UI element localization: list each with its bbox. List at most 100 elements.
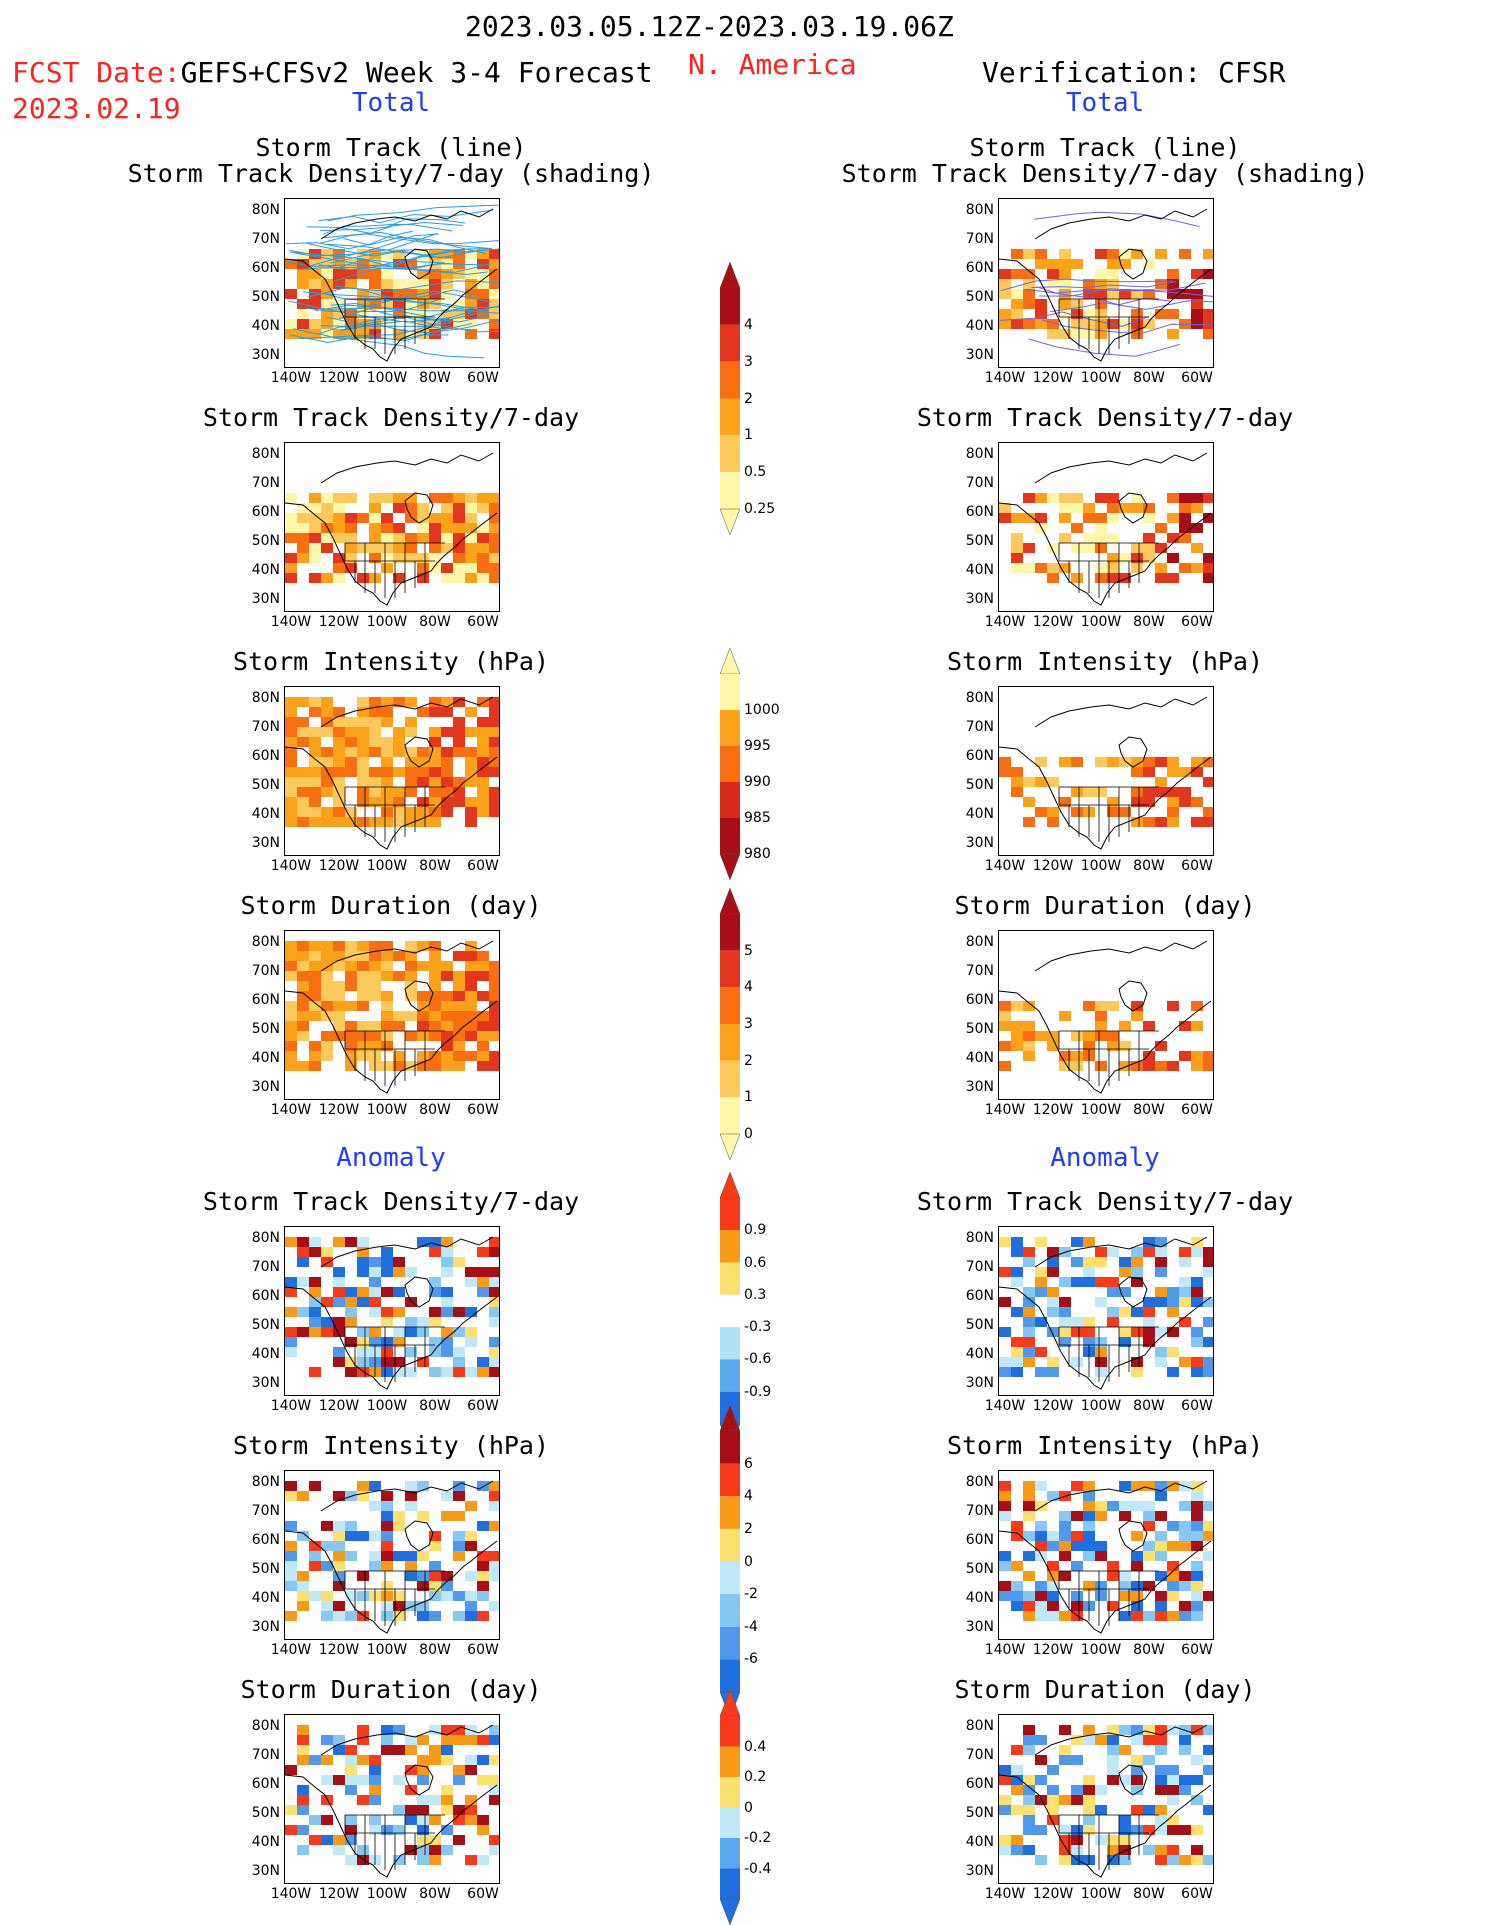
field-cell xyxy=(285,697,297,707)
field-cell xyxy=(1011,1277,1023,1287)
field-cell xyxy=(1191,757,1203,767)
field-cell xyxy=(1167,1611,1179,1621)
lat-label: 80N xyxy=(965,1230,994,1246)
field-cell xyxy=(309,737,321,747)
field-cell xyxy=(1047,543,1059,553)
field-cell xyxy=(381,1367,393,1377)
lon-label: 120W xyxy=(1032,1886,1074,1902)
field-cell xyxy=(333,279,345,289)
lon-label: 140W xyxy=(270,1886,312,1902)
field-cell xyxy=(333,329,345,339)
field-cell xyxy=(369,1481,381,1491)
field-cell xyxy=(405,1327,417,1337)
storm-track-line xyxy=(320,311,484,327)
field-cell xyxy=(405,543,417,553)
field-cell xyxy=(381,787,393,797)
field-cell xyxy=(441,1785,453,1795)
colorbar-top-arrow xyxy=(720,888,740,915)
field-cell xyxy=(1131,1061,1143,1071)
field-cell xyxy=(321,1591,333,1601)
lon-label: 100W xyxy=(366,1886,408,1902)
field-cell xyxy=(297,817,309,827)
field-cell xyxy=(357,1041,369,1051)
field-cell xyxy=(381,1601,393,1611)
field-cell xyxy=(1035,299,1047,309)
field-cell xyxy=(477,259,489,269)
field-cell xyxy=(1011,767,1023,777)
left-track-density-map-svg xyxy=(285,452,499,606)
field-cell xyxy=(477,1611,489,1621)
field-cell xyxy=(369,1765,381,1775)
field-cell xyxy=(465,249,477,259)
hudson-bay-outline xyxy=(404,1276,434,1308)
field-cell xyxy=(477,1061,489,1071)
field-cell xyxy=(1047,817,1059,827)
field-cell xyxy=(297,1001,309,1011)
field-cell xyxy=(1095,279,1107,289)
field-cell xyxy=(1035,1501,1047,1511)
field-cell xyxy=(999,1367,1011,1377)
lat-label: 60N xyxy=(965,748,994,764)
field-cell xyxy=(369,767,381,777)
field-cell xyxy=(1071,309,1083,319)
field-cell xyxy=(1131,493,1143,503)
field-cell xyxy=(321,1051,333,1061)
field-cell xyxy=(453,777,465,787)
field-cell xyxy=(321,757,333,767)
field-cell xyxy=(477,573,489,583)
field-cell xyxy=(1203,1051,1213,1061)
field-cell xyxy=(321,1795,333,1805)
field-cell xyxy=(345,1551,357,1561)
field-cell xyxy=(999,1237,1011,1247)
field-cell xyxy=(1083,1481,1095,1491)
field-cell xyxy=(489,1031,499,1041)
field-cell xyxy=(309,299,321,309)
field-cell xyxy=(345,727,357,737)
lat-label: 50N xyxy=(251,533,280,549)
field-cell xyxy=(393,289,405,299)
field-cell xyxy=(1167,269,1179,279)
field-cell xyxy=(489,1247,499,1257)
colorbar-top-arrow xyxy=(720,262,740,289)
field-cell xyxy=(1167,1845,1179,1855)
field-cell xyxy=(1059,533,1071,543)
field-cell xyxy=(1167,1591,1179,1601)
field-cell xyxy=(429,553,441,563)
field-cell xyxy=(453,1775,465,1785)
region-label: N. America xyxy=(688,48,857,81)
field-cell xyxy=(417,707,429,717)
lat-label: 70N xyxy=(251,719,280,735)
right-storm-track-shading-title: Storm Track Density/7-day (shading) xyxy=(841,159,1369,188)
colorbar-segment xyxy=(720,1807,740,1838)
coastline xyxy=(999,1286,1212,1390)
field-cell xyxy=(453,747,465,757)
field-cell xyxy=(405,289,417,299)
field-cell xyxy=(1023,1531,1035,1541)
lat-label: 60N xyxy=(251,748,280,764)
colorbar-segment xyxy=(720,1716,740,1747)
field-cell xyxy=(1059,249,1071,259)
field-cell xyxy=(369,717,381,727)
field-cell xyxy=(1131,1001,1143,1011)
field-cell xyxy=(1059,757,1071,767)
field-cell xyxy=(999,1501,1011,1511)
field-cell xyxy=(369,971,381,981)
field-cell xyxy=(465,533,477,543)
field-cell xyxy=(441,1825,453,1835)
field-cell xyxy=(1047,1041,1059,1051)
field-cell xyxy=(1095,1835,1107,1845)
field-cell xyxy=(309,1307,321,1317)
field-cell xyxy=(1047,1581,1059,1591)
field-cell xyxy=(489,553,499,563)
field-cell xyxy=(1011,1745,1023,1755)
field-cell xyxy=(453,1041,465,1051)
field-cell xyxy=(1119,1745,1131,1755)
lon-label: 140W xyxy=(984,370,1026,386)
field-cell xyxy=(393,1601,405,1611)
field-cell xyxy=(381,1307,393,1317)
field-cell xyxy=(321,1611,333,1621)
field-cell xyxy=(417,817,429,827)
coastline xyxy=(285,990,498,1094)
field-cell xyxy=(309,991,321,1001)
field-cell xyxy=(465,1277,477,1287)
